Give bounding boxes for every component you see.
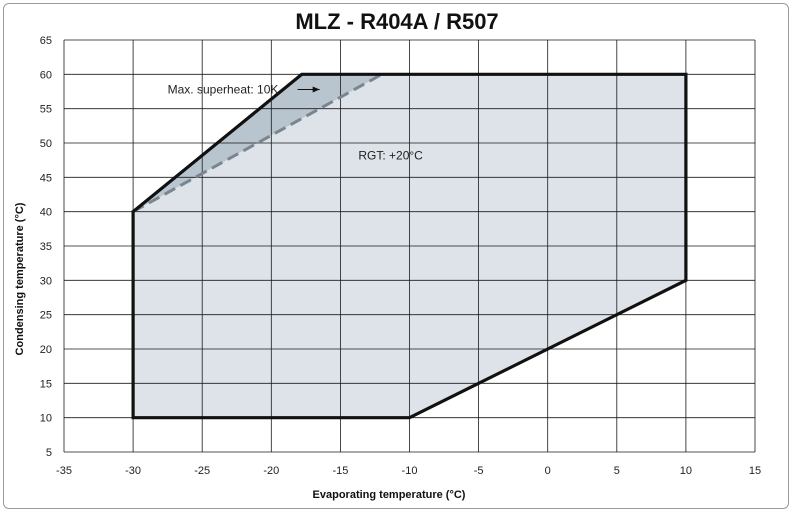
x-tick-label: -25 xyxy=(194,465,210,477)
tick-labels: -35 -30 -25 -20 -15 -10 -5 0 5 10 15 5 10 15 20 25 30 35 4… xyxy=(40,35,761,477)
chart-frame xyxy=(3,3,789,509)
x-tick-label: -10 xyxy=(402,465,418,477)
y-tick-label: 5 xyxy=(46,447,52,459)
y-axis-label: Condensing temperature (°C) xyxy=(14,202,26,355)
x-tick-label: -15 xyxy=(332,465,348,477)
superheat-dashed-line xyxy=(132,73,383,213)
y-tick-label: 45 xyxy=(40,172,52,184)
y-tick-label: 60 xyxy=(40,69,52,81)
y-tick-label: 20 xyxy=(40,344,52,356)
x-tick-label: 0 xyxy=(545,465,551,477)
x-tick-label: 10 xyxy=(680,465,692,477)
y-tick-label: 50 xyxy=(40,138,52,150)
y-tick-label: 40 xyxy=(40,207,52,219)
y-tick-label: 35 xyxy=(40,241,52,253)
x-tick-label: 15 xyxy=(749,465,761,477)
y-tick-label: 15 xyxy=(40,378,52,390)
x-tick-label: -35 xyxy=(56,465,72,477)
chart-title: MLZ - R404A / R507 xyxy=(295,9,499,34)
superheat-annotation: Max. superheat: 10K xyxy=(168,82,279,96)
x-tick-label: -20 xyxy=(263,465,279,477)
annotations: Max. superheat: 10K RGT: +20°C xyxy=(168,82,424,162)
x-tick-label: -5 xyxy=(474,465,484,477)
y-tick-label: 55 xyxy=(40,104,52,116)
y-tick-label: 25 xyxy=(40,310,52,322)
rgt-annotation: RGT: +20°C xyxy=(358,148,423,162)
x-tick-label: 5 xyxy=(614,465,620,477)
y-tick-label: 65 xyxy=(40,35,52,47)
y-tick-label: 30 xyxy=(40,275,52,287)
envelope-outline xyxy=(131,72,688,420)
x-tick-label: -30 xyxy=(125,465,141,477)
envelope-layer xyxy=(63,39,756,453)
x-axis-label: Evaporating temperature (°C) xyxy=(313,489,466,501)
y-tick-label: 10 xyxy=(40,413,52,425)
